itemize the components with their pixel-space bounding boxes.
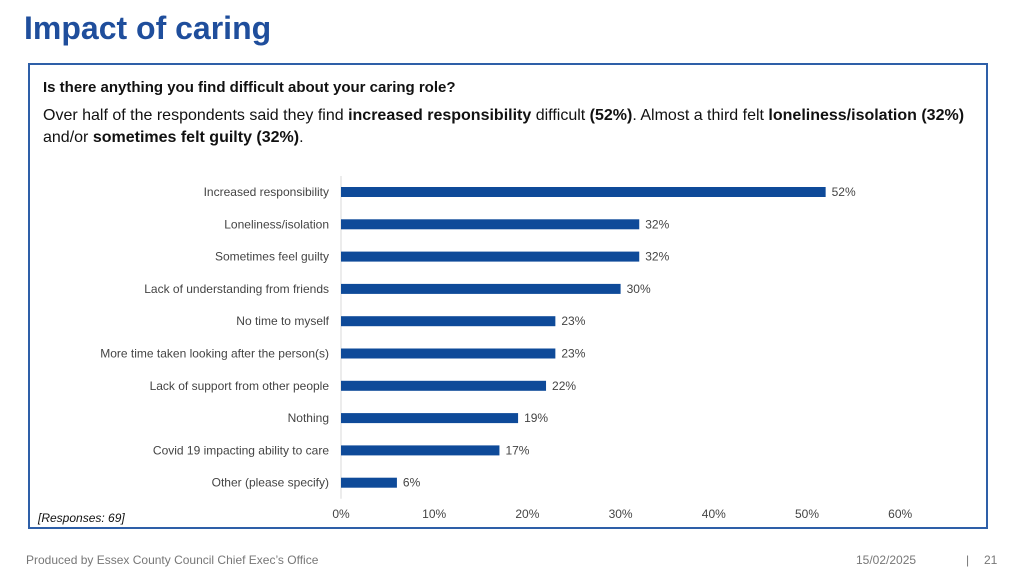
chart-panel: Is there anything you find difficult abo… bbox=[28, 63, 988, 529]
category-label: Covid 19 impacting ability to care bbox=[153, 443, 329, 457]
summary-bold-3: loneliness/isolation (32%) bbox=[768, 107, 965, 124]
data-label: 30% bbox=[627, 282, 651, 296]
bar bbox=[341, 219, 640, 230]
x-tick-label: 60% bbox=[888, 507, 912, 521]
data-label: 6% bbox=[403, 476, 421, 490]
data-label: 19% bbox=[524, 411, 548, 425]
x-tick-label: 40% bbox=[702, 507, 726, 521]
page-number: 21 bbox=[984, 553, 998, 567]
x-tick-label: 30% bbox=[609, 507, 633, 521]
bar bbox=[341, 380, 547, 391]
x-tick-label: 20% bbox=[515, 507, 539, 521]
survey-question: Is there anything you find difficult abo… bbox=[43, 79, 456, 96]
data-label: 23% bbox=[561, 347, 585, 361]
category-label: Other (please specify) bbox=[212, 476, 329, 490]
category-label: Increased responsibility bbox=[204, 185, 329, 199]
summary-part-4: and/or bbox=[43, 129, 93, 146]
bar bbox=[341, 348, 556, 359]
x-tick-label: 0% bbox=[332, 507, 350, 521]
category-label: Sometimes feel guilty bbox=[215, 250, 329, 264]
bar bbox=[341, 445, 500, 456]
data-label: 22% bbox=[552, 379, 576, 393]
category-label: No time to myself bbox=[236, 314, 329, 328]
x-tick-label: 50% bbox=[795, 507, 819, 521]
category-label: More time taken looking after the person… bbox=[100, 347, 329, 361]
bar bbox=[341, 413, 519, 424]
category-label: Lack of understanding from friends bbox=[144, 282, 329, 296]
bar bbox=[341, 187, 826, 197]
summary-part-1: Over half of the respondents said they f… bbox=[43, 107, 349, 124]
summary-part-3: . Almost a third felt bbox=[632, 107, 769, 124]
data-label: 32% bbox=[645, 250, 669, 264]
summary-text: Over half of the respondents said they f… bbox=[43, 105, 983, 149]
summary-bold-4: sometimes felt guilty (32%) bbox=[92, 129, 300, 146]
bar bbox=[341, 477, 397, 488]
data-label: 52% bbox=[832, 185, 856, 199]
category-label: Nothing bbox=[288, 411, 329, 425]
footer-producer: Produced by Essex County Council Chief E… bbox=[26, 553, 319, 567]
summary-bold-2: (52%) bbox=[589, 107, 633, 124]
footer-date: 15/02/2025 bbox=[856, 553, 917, 567]
bar-chart: Increased responsibility 52% Loneliness/is… bbox=[100, 176, 913, 521]
data-label: 17% bbox=[505, 443, 529, 457]
footer-separator: | bbox=[966, 553, 970, 567]
x-tick-label: 10% bbox=[422, 507, 446, 521]
category-label: Loneliness/isolation bbox=[224, 217, 329, 231]
page-title: Impact of caring bbox=[24, 10, 272, 46]
data-label: 23% bbox=[561, 314, 585, 328]
data-label: 32% bbox=[645, 217, 669, 231]
summary-bold-1: increased responsibility bbox=[348, 107, 532, 124]
summary-part-5: . bbox=[299, 129, 304, 146]
responses-note: [Responses: 69] bbox=[38, 511, 125, 525]
bar bbox=[341, 251, 640, 262]
summary-part-2: difficult bbox=[531, 107, 590, 124]
bar bbox=[341, 283, 621, 294]
category-label: Lack of support from other people bbox=[150, 379, 330, 393]
bar bbox=[341, 316, 556, 327]
